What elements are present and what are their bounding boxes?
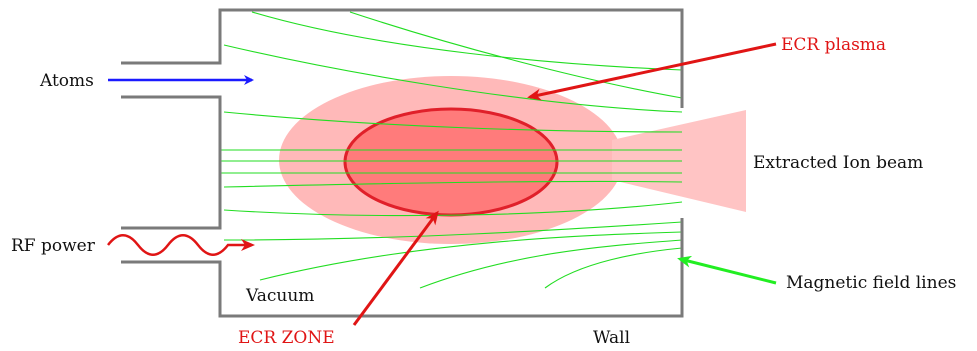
ecr-zone-arrow bbox=[352, 210, 439, 326]
field-line bbox=[223, 111, 683, 133]
magnetic-field-lines-label: Magnetic field lines bbox=[786, 273, 956, 293]
magnetic-field-lines bbox=[220, 11, 683, 289]
atoms-label: Atoms bbox=[39, 71, 94, 91]
ecr-zone-label: ECR ZONE bbox=[238, 328, 335, 348]
field-line bbox=[251, 11, 683, 71]
ecr-plasma-arrow bbox=[527, 42, 777, 101]
field-line bbox=[223, 44, 683, 113]
field-line bbox=[259, 231, 683, 281]
field-line bbox=[349, 11, 683, 99]
field-line bbox=[223, 201, 683, 217]
field-line bbox=[419, 239, 683, 289]
ecr-plasma-label: ECR plasma bbox=[781, 35, 886, 55]
wall-label: Wall bbox=[593, 328, 630, 348]
field-line bbox=[223, 221, 683, 241]
rf-power-label: RF power bbox=[11, 236, 96, 256]
ecr-zone-ellipse bbox=[343, 107, 559, 217]
field-line bbox=[544, 247, 683, 289]
extracted-ion-beam-label: Extracted Ion beam bbox=[753, 153, 923, 173]
magnetic-field-arrow bbox=[677, 255, 777, 285]
field-line bbox=[223, 180, 683, 188]
chamber-wall bbox=[121, 8, 684, 318]
rf-power-wave-arrow bbox=[107, 234, 255, 256]
vacuum-label: Vacuum bbox=[245, 286, 314, 306]
